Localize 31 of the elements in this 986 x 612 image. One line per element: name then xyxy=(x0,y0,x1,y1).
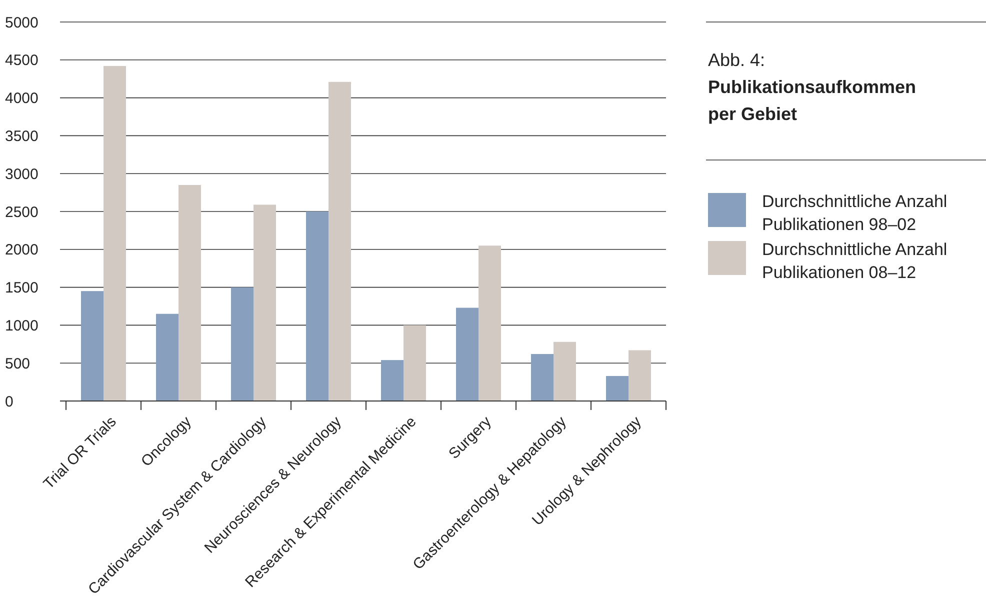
y-tick-label: 0 xyxy=(5,393,14,410)
y-tick-label: 3000 xyxy=(5,166,38,183)
bar xyxy=(628,350,651,401)
y-tick-label: 1500 xyxy=(5,280,38,297)
bar xyxy=(606,376,628,401)
bar xyxy=(156,314,178,401)
bar xyxy=(81,291,104,401)
bar xyxy=(404,325,426,401)
y-tick-label: 4000 xyxy=(5,90,38,108)
bar xyxy=(456,308,478,401)
text: Abb. 4: xyxy=(708,50,766,70)
y-tick-label: 2000 xyxy=(5,242,38,259)
bar xyxy=(306,212,328,401)
bar xyxy=(254,204,276,401)
legend-label: Durchschnittliche Anzahl Publikationen 98–02 xyxy=(762,192,948,234)
y-tick-label: 3500 xyxy=(5,128,38,145)
bar xyxy=(478,246,501,401)
bar xyxy=(178,184,201,401)
legend-label: Durchschnittliche Anzahl Publikationen 08–12 xyxy=(762,240,948,282)
bar xyxy=(531,354,554,401)
y-tick-label: 1000 xyxy=(5,317,38,334)
bar xyxy=(104,66,126,401)
bar xyxy=(328,82,351,401)
y-tick-label: 500 xyxy=(5,355,30,372)
y-tick-label: 5000 xyxy=(5,14,38,32)
bar xyxy=(231,287,254,401)
y-tick-label: 2500 xyxy=(5,204,38,221)
bar xyxy=(381,360,404,401)
y-tick-label: 4500 xyxy=(5,52,38,70)
bar xyxy=(554,342,576,401)
text: Publikationsaufkommen per Gebiet xyxy=(708,77,916,124)
